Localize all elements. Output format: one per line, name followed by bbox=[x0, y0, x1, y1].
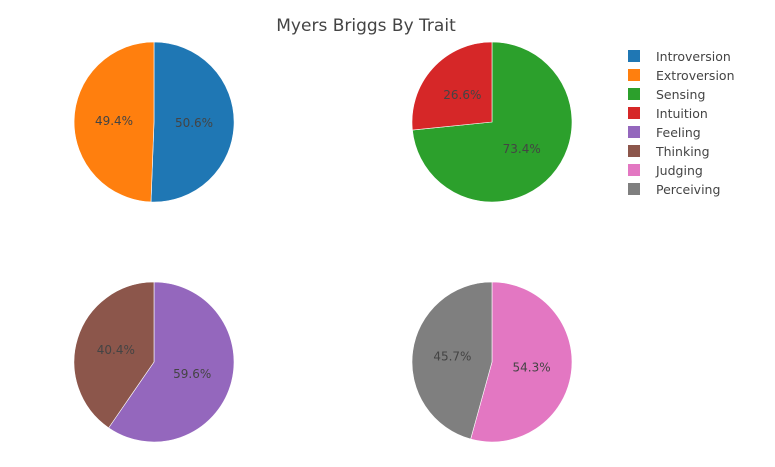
pie-slice-perceiving[interactable] bbox=[411, 281, 493, 440]
legend-label-intuition: Intuition bbox=[656, 106, 708, 121]
slice-label-thinking: 40.4% bbox=[97, 343, 135, 357]
legend-item-feeling[interactable]: Feeling bbox=[628, 125, 701, 140]
legend-item-judging[interactable]: Judging bbox=[628, 163, 703, 178]
pie-slice-intuition[interactable] bbox=[411, 41, 493, 131]
pie-1: 50.6% 49.4% bbox=[73, 41, 235, 203]
legend-label-feeling: Feeling bbox=[656, 125, 701, 140]
slice-label-introversion: 50.6% bbox=[175, 116, 213, 130]
legend-item-intuition[interactable]: Intuition bbox=[628, 106, 708, 121]
slice-label-extroversion: 49.4% bbox=[95, 114, 133, 128]
slice-label-sensing: 73.4% bbox=[503, 142, 541, 156]
pie-slice-extroversion[interactable] bbox=[73, 41, 155, 203]
slice-label-perceiving: 45.7% bbox=[433, 350, 471, 364]
legend-label-introversion: Introversion bbox=[656, 49, 731, 64]
legend-swatch-extroversion bbox=[628, 69, 640, 81]
legend-item-introversion[interactable]: Introversion bbox=[628, 49, 731, 64]
legend-item-thinking[interactable]: Thinking bbox=[628, 144, 710, 159]
pie-2: 73.4% 26.6% bbox=[411, 41, 573, 203]
pie-3: 59.6% 40.4% bbox=[73, 281, 235, 443]
legend-item-extroversion[interactable]: Extroversion bbox=[628, 68, 735, 83]
legend-swatch-thinking bbox=[628, 145, 640, 157]
pie-slice-feeling[interactable] bbox=[108, 281, 235, 443]
pie-slice-introversion[interactable] bbox=[150, 41, 235, 203]
legend-item-perceiving[interactable]: Perceiving bbox=[628, 182, 720, 197]
legend-swatch-sensing bbox=[628, 88, 640, 100]
slice-label-feeling: 59.6% bbox=[173, 367, 211, 381]
pies-layer: 50.6% 49.4% 73.4% 26.6% 59.6% 40.4% 54.3% 45.7% bbox=[73, 41, 573, 443]
pie-4: 54.3% 45.7% bbox=[411, 281, 573, 443]
legend-swatch-perceiving bbox=[628, 183, 640, 195]
legend[interactable]: Introversion Extroversion Sensing Intuition… bbox=[628, 49, 735, 197]
chart-title: Myers Briggs By Trait bbox=[276, 16, 456, 36]
legend-swatch-judging bbox=[628, 164, 640, 176]
legend-label-extroversion: Extroversion bbox=[656, 68, 735, 83]
slice-label-judging: 54.3% bbox=[513, 360, 551, 374]
legend-label-sensing: Sensing bbox=[656, 87, 705, 102]
legend-swatch-feeling bbox=[628, 126, 640, 138]
legend-label-judging: Judging bbox=[655, 163, 703, 178]
legend-swatch-introversion bbox=[628, 50, 640, 62]
legend-swatch-intuition bbox=[628, 107, 640, 119]
pie-slice-thinking[interactable] bbox=[73, 281, 155, 429]
pie-slice-judging[interactable] bbox=[470, 281, 573, 443]
legend-label-perceiving: Perceiving bbox=[656, 182, 720, 197]
slice-label-intuition: 26.6% bbox=[443, 88, 481, 102]
legend-item-sensing[interactable]: Sensing bbox=[628, 87, 705, 102]
legend-label-thinking: Thinking bbox=[655, 144, 710, 159]
